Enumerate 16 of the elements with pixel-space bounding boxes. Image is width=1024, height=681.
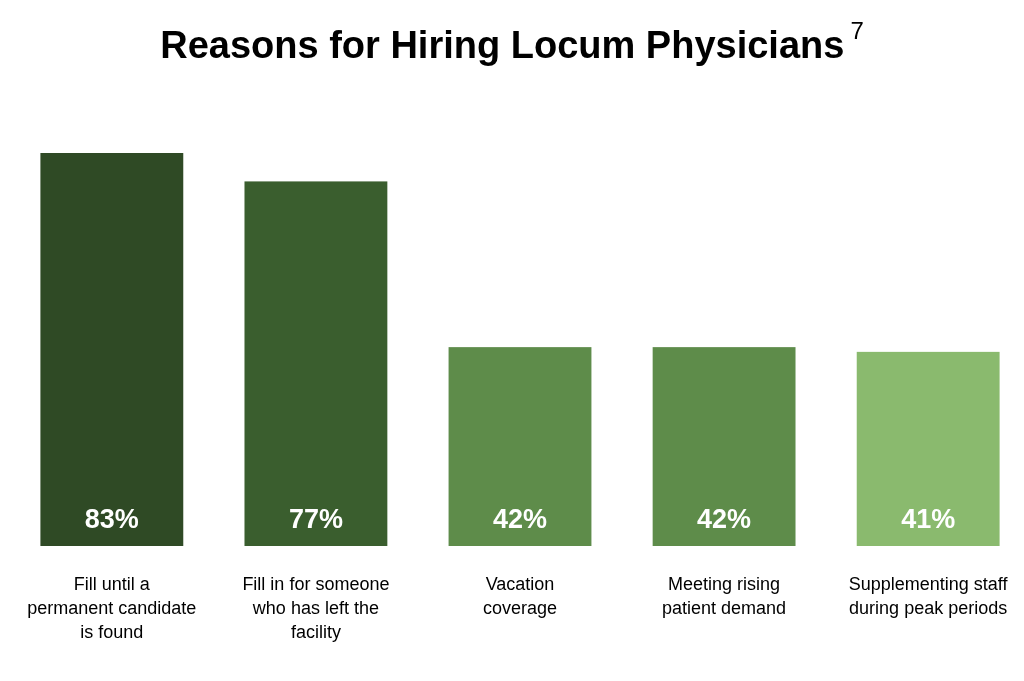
x-tick-label: Fill in for someone who has left the facility	[242, 574, 390, 642]
data-label: 42%	[492, 504, 548, 534]
x-tick-label: Fill until a permanent candidate is found	[27, 574, 197, 642]
data-label: 77%	[288, 504, 343, 534]
x-tick-label: Vacation coverage	[482, 574, 558, 618]
data-label: 83%	[84, 504, 139, 534]
bar	[448, 347, 592, 546]
x-tick-label: Meeting rising patient demand	[662, 574, 787, 618]
bar	[244, 181, 388, 546]
data-label: 41%	[901, 504, 956, 534]
bar	[40, 153, 184, 546]
chart-title: Reasons for Hiring Locum Physicians$^{7}$	[160, 16, 864, 66]
data-label: 42%	[697, 504, 752, 534]
bar	[652, 347, 796, 546]
bar	[856, 351, 1000, 546]
x-tick-label: Supplementing staff during peak periods	[848, 574, 1009, 618]
